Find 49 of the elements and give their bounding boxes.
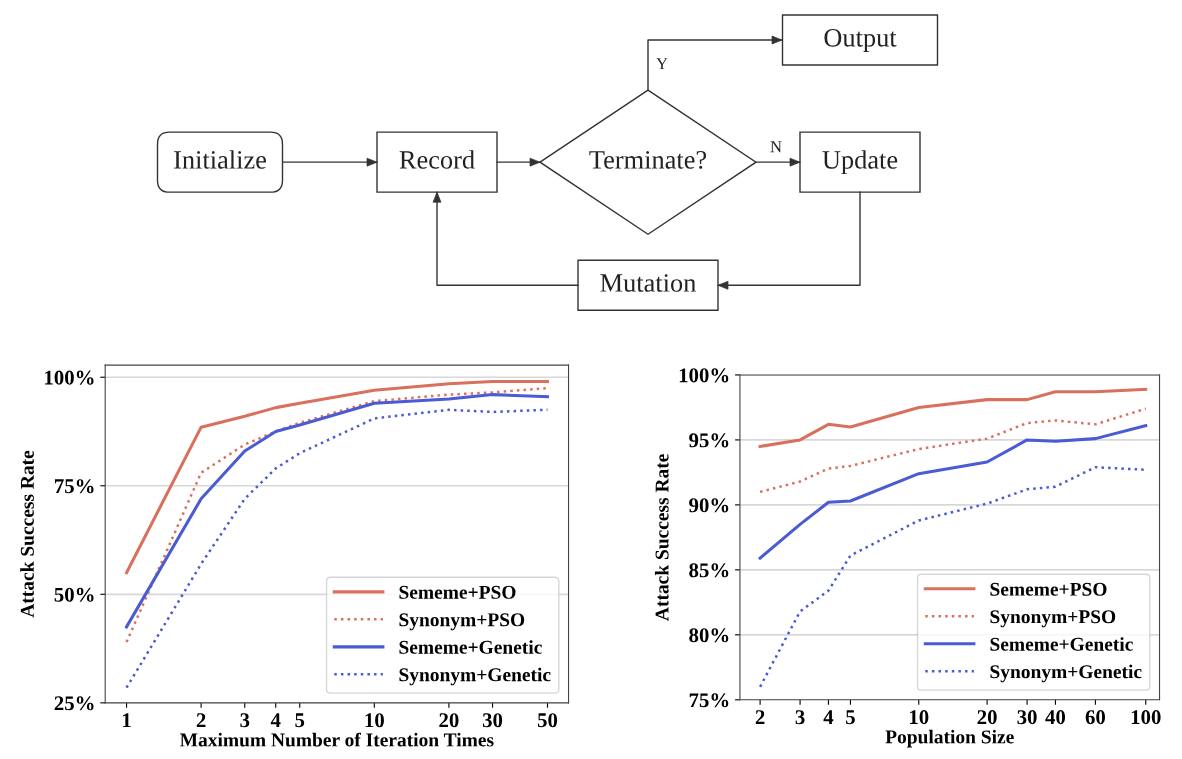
y-axis-title: Attack Success Rate bbox=[654, 454, 669, 621]
y-tick-label: 25% bbox=[54, 696, 94, 711]
legend-label: Synonym+PSO bbox=[399, 613, 525, 631]
x-tick-label: 5 bbox=[295, 713, 305, 728]
legend-label: Sememe+PSO bbox=[399, 585, 516, 599]
x-tick-label: 5 bbox=[846, 710, 855, 725]
y-axis-title: Attack Success Rate bbox=[20, 450, 34, 618]
text: Update bbox=[822, 150, 898, 175]
y-tick-label: 80% bbox=[689, 628, 729, 643]
y-tick-label: 85% bbox=[689, 563, 729, 578]
text: Record bbox=[399, 150, 475, 169]
x-tick-label: 10 bbox=[365, 713, 384, 728]
legend-label: Synonym+Genetic bbox=[990, 664, 1142, 683]
x-tick-label: 1 bbox=[123, 713, 131, 728]
x-tick-label: 4 bbox=[823, 710, 834, 724]
text: Y bbox=[656, 58, 668, 70]
y-tick-label: 90% bbox=[689, 498, 729, 513]
x-tick-label: 3 bbox=[240, 713, 250, 728]
legend-label: Synonym+Genetic bbox=[399, 667, 551, 686]
text: Mutation bbox=[600, 274, 696, 292]
text: Initialize bbox=[174, 150, 266, 169]
x-tick-label: 30 bbox=[482, 713, 503, 728]
legend-label: Sememe+PSO bbox=[990, 582, 1107, 596]
legend-label: Sememe+Genetic bbox=[990, 637, 1133, 651]
y-tick-label: 75% bbox=[689, 693, 729, 708]
x-tick-label: 2 bbox=[196, 713, 206, 728]
legend-label: Synonym+PSO bbox=[990, 610, 1116, 628]
x-axis-title: Maximum Number of Iteration Times bbox=[180, 732, 494, 747]
y-tick-label: 75% bbox=[55, 479, 94, 494]
y-tick-label: 100% bbox=[679, 368, 729, 383]
x-tick-label: 2 bbox=[755, 710, 765, 724]
x-axis-title: Population Size bbox=[885, 729, 1014, 748]
x-tick-label: 20 bbox=[977, 710, 997, 725]
y-tick-label: 95% bbox=[689, 433, 729, 448]
x-tick-label: 20 bbox=[439, 713, 459, 728]
x-tick-label: 30 bbox=[1017, 710, 1037, 725]
text: Terminate? bbox=[589, 151, 707, 169]
x-tick-label: 4 bbox=[270, 713, 281, 728]
text: N bbox=[770, 141, 782, 153]
y-tick-label: 100% bbox=[45, 370, 94, 385]
y-tick-label: 50% bbox=[54, 587, 94, 602]
text: Output bbox=[824, 28, 897, 52]
legend-label: Sememe+Genetic bbox=[399, 640, 542, 654]
x-tick-label: 3 bbox=[795, 710, 805, 725]
x-tick-label: 50 bbox=[537, 713, 558, 728]
x-tick-label: 40 bbox=[1045, 710, 1066, 725]
x-tick-label: 10 bbox=[910, 710, 929, 725]
x-tick-label: 100 bbox=[1131, 710, 1161, 725]
x-tick-label: 60 bbox=[1085, 710, 1106, 725]
